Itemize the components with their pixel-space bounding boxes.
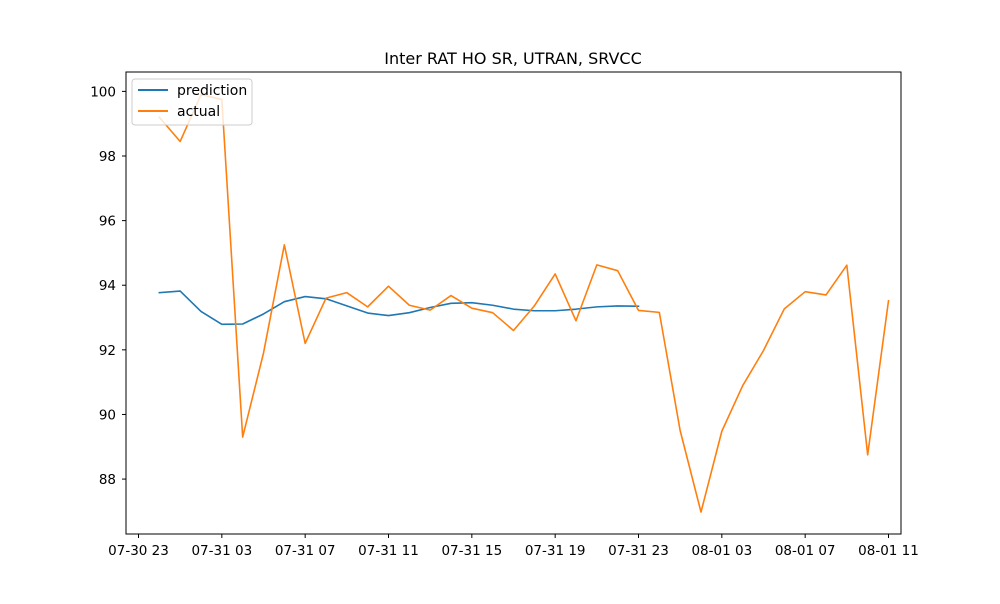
series-line-actual xyxy=(158,93,890,513)
y-tick-label: 88 xyxy=(99,472,116,488)
plot-frame xyxy=(125,71,902,535)
legend: prediction actual xyxy=(131,78,253,126)
x-tick-label: 07-31 19 xyxy=(525,543,586,559)
y-tick-label: 92 xyxy=(99,343,116,359)
chart-title: Inter RAT HO SR, UTRAN, SRVCC xyxy=(384,49,642,68)
x-tick-label: 07-31 07 xyxy=(275,543,336,559)
axes xyxy=(125,71,902,535)
y-axis-ticks: 88 90 92 94 96 98 100 xyxy=(90,84,126,488)
x-axis-ticks: 07-30 23 07-31 03 07-31 07 07-31 11 07-31 15… xyxy=(108,534,919,559)
x-tick-label: 07-30 23 xyxy=(108,543,169,559)
series-line-prediction xyxy=(158,290,640,326)
y-tick-label: 90 xyxy=(99,407,116,423)
legend-label-prediction: prediction xyxy=(177,83,247,99)
y-tick-label: 96 xyxy=(99,214,116,230)
x-tick-label: 08-01 11 xyxy=(858,543,919,559)
x-tick-label: 07-31 23 xyxy=(608,543,669,559)
y-tick-label: 100 xyxy=(90,84,116,100)
x-tick-label: 07-31 15 xyxy=(441,543,502,559)
series-lines xyxy=(158,93,890,513)
y-tick-label: 94 xyxy=(99,278,116,294)
x-tick-label: 07-31 11 xyxy=(358,543,419,559)
y-tick-label: 98 xyxy=(99,149,116,165)
x-tick-label: 07-31 03 xyxy=(191,543,252,559)
x-tick-label: 08-01 07 xyxy=(775,543,836,559)
legend-label-actual: actual xyxy=(177,104,220,120)
x-tick-label: 08-01 03 xyxy=(691,543,752,559)
